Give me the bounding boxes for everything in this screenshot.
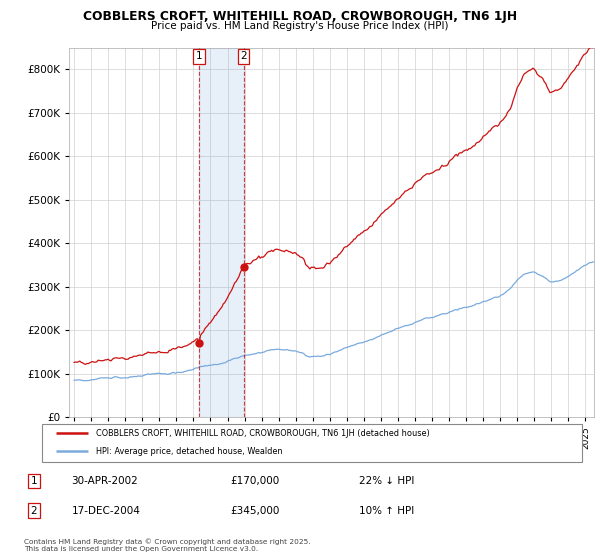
Text: 1: 1 <box>31 476 37 486</box>
Text: £345,000: £345,000 <box>230 506 280 516</box>
Text: 30-APR-2002: 30-APR-2002 <box>71 476 138 486</box>
Text: HPI: Average price, detached house, Wealden: HPI: Average price, detached house, Weal… <box>96 447 283 456</box>
Text: 17-DEC-2004: 17-DEC-2004 <box>71 506 140 516</box>
Text: Price paid vs. HM Land Registry's House Price Index (HPI): Price paid vs. HM Land Registry's House … <box>151 21 449 31</box>
Text: 2: 2 <box>241 52 247 61</box>
Text: 1: 1 <box>196 52 202 61</box>
Text: 10% ↑ HPI: 10% ↑ HPI <box>359 506 414 516</box>
Text: 22% ↓ HPI: 22% ↓ HPI <box>359 476 414 486</box>
Bar <box>199 48 244 417</box>
Text: COBBLERS CROFT, WHITEHILL ROAD, CROWBOROUGH, TN6 1JH: COBBLERS CROFT, WHITEHILL ROAD, CROWBORO… <box>83 10 517 23</box>
Text: COBBLERS CROFT, WHITEHILL ROAD, CROWBOROUGH, TN6 1JH (detached house): COBBLERS CROFT, WHITEHILL ROAD, CROWBORO… <box>96 428 430 437</box>
Text: Contains HM Land Registry data © Crown copyright and database right 2025.
This d: Contains HM Land Registry data © Crown c… <box>24 539 311 552</box>
Text: £170,000: £170,000 <box>230 476 280 486</box>
FancyBboxPatch shape <box>42 424 582 462</box>
Text: 2: 2 <box>31 506 37 516</box>
